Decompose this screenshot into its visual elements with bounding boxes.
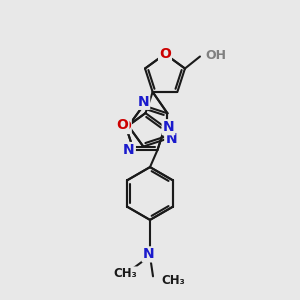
Text: OH: OH [206,49,226,62]
Text: N: N [143,248,154,261]
Text: N: N [123,143,135,157]
Text: CH₃: CH₃ [113,267,137,280]
Text: O: O [117,118,128,132]
Text: N: N [163,120,174,134]
Text: O: O [159,47,171,61]
Text: N: N [137,95,149,109]
Text: CH₃: CH₃ [161,274,185,287]
Text: N: N [165,132,177,146]
Text: O: O [119,119,131,133]
